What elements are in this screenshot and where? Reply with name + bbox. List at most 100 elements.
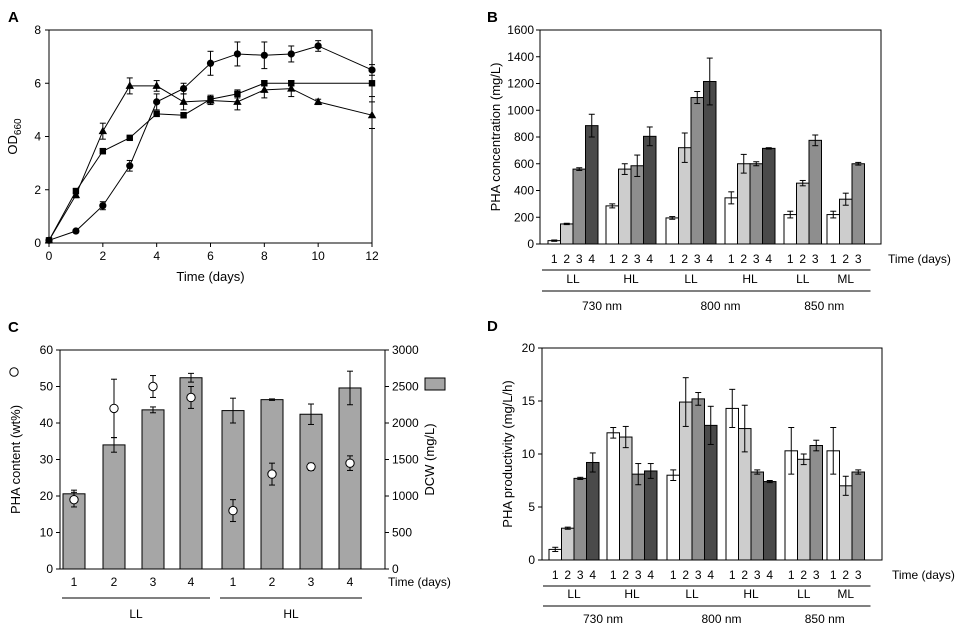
chart-a-point-triangle	[71, 190, 81, 199]
chart-b-wavelength-label: 730 nm	[582, 299, 622, 313]
chart-a-ytick-label: 6	[34, 76, 41, 90]
chart-d-bar	[797, 458, 811, 561]
chart-a-line-triangle	[48, 85, 373, 241]
chart-d-day-label: 2	[800, 568, 807, 582]
chart-c-content-point	[228, 505, 238, 516]
chart-d-day-label: 4	[766, 568, 773, 582]
chart-d-time-label: Time (days)	[892, 568, 955, 582]
chart-d-bar	[809, 445, 823, 561]
chart-a-point-square	[99, 147, 107, 155]
chart-a-ylabel: OD660	[5, 118, 24, 155]
chart-c-ylabel-right: DCW (mg/L)	[422, 423, 437, 495]
chart-c-ytick-left-label: 30	[40, 453, 54, 467]
chart-a-point-circle	[233, 50, 242, 58]
chart-b-bar	[749, 163, 763, 245]
chart-d-bar	[573, 477, 587, 561]
chart-d-ytick-label: 10	[522, 447, 536, 461]
chart-b-bar	[643, 135, 657, 245]
chart-c-dcw-bar	[299, 413, 323, 570]
chart-c-time-label: Time (days)	[388, 575, 451, 589]
chart-d-bar	[606, 432, 620, 561]
chart-c-ytick-right-label: 1500	[392, 453, 419, 467]
chart-d-bar	[763, 481, 777, 561]
chart-d-day-label: 3	[577, 568, 584, 582]
chart-d-ytick-label: 20	[522, 341, 536, 355]
chart-d-bar	[631, 473, 645, 561]
chart-d-ylabel: PHA productivity (mg/L/h)	[500, 380, 515, 527]
chart-b-day-label: 1	[669, 252, 676, 266]
chart-d-bar	[666, 474, 680, 561]
chart-b-group-label: LL	[684, 272, 698, 286]
chart-a-ylabel-sub: 660	[13, 118, 24, 135]
chart-a-point-square	[153, 110, 160, 118]
chart-d-day-label: 3	[855, 568, 862, 582]
chart-a-point-square	[180, 112, 187, 119]
chart-b-ytick-label: 200	[514, 210, 534, 224]
chart-c-dcw-bar	[141, 409, 165, 570]
chart-a-line-circle	[48, 45, 373, 241]
chart-c-ytick-right-label: 1000	[392, 489, 419, 503]
chart-b-day-label: 2	[740, 252, 747, 266]
chart-b-day-label: 2	[681, 252, 688, 266]
chart-b-bar	[737, 163, 751, 245]
chart-b-day-label: 4	[588, 252, 595, 266]
chart-c-day-label: 1	[230, 575, 237, 589]
chart-b-wavelength-label: 800 nm	[700, 299, 740, 313]
chart-c-ytick-right-label: 0	[392, 562, 399, 576]
chart-b-day-label: 3	[812, 252, 819, 266]
chart-b-day-label: 1	[609, 252, 616, 266]
chart-b-day-label: 3	[753, 252, 760, 266]
chart-c-day-label: 2	[269, 575, 276, 589]
chart-d-day-label: 1	[729, 568, 736, 582]
chart-a-ytick-label: 0	[34, 236, 41, 250]
chart-a-point-triangle	[367, 110, 377, 119]
chart-b-day-label: 3	[576, 252, 583, 266]
chart-d-bar	[851, 471, 865, 561]
chart-a-point-circle	[126, 162, 134, 170]
chart-c-ytick-left-label: 10	[40, 526, 54, 540]
chart-b-bar	[560, 223, 574, 245]
chart-a-point-triangle	[152, 81, 161, 89]
chart-d-group-label: HL	[743, 587, 759, 601]
chart-d-day-label: 1	[552, 568, 559, 582]
chart-b-group-label: HL	[623, 272, 639, 286]
chart-a-xtick-label: 2	[99, 249, 106, 263]
chart-a-xtick-label: 12	[365, 249, 379, 263]
chart-c-content-point	[148, 381, 158, 392]
chart-b-group-label: ML	[837, 272, 854, 286]
panel-label-b: B	[487, 9, 498, 26]
chart-b-group-label: LL	[566, 272, 580, 286]
chart-a-point-triangle	[179, 97, 188, 105]
chart-a-point-circle	[72, 227, 80, 235]
chart-a-ytick-label: 4	[34, 130, 41, 144]
chart-b-wavelength-label: 850 nm	[804, 299, 844, 313]
chart-b-day-label: 1	[787, 252, 794, 266]
chart-c-day-label: 1	[71, 575, 78, 589]
chart-a-point-circle	[179, 84, 188, 93]
chart-b-day-label: 3	[855, 252, 862, 266]
chart-d-wavelength-label: 730 nm	[583, 612, 623, 626]
chart-d-day-label: 3	[635, 568, 642, 582]
chart-d-group-label: LL	[567, 587, 581, 601]
chart-b-bar	[724, 197, 738, 245]
chart-a-point-triangle	[287, 84, 296, 92]
chart-b-bar	[690, 97, 704, 245]
chart-a-point-circle	[287, 50, 295, 58]
chart-a-xtick-label: 4	[153, 249, 160, 263]
chart-b-bar	[630, 165, 644, 245]
chart-c-legend-content-marker	[9, 367, 19, 377]
chart-a-ytick-label: 8	[34, 23, 41, 37]
chart-b-day-label: 1	[728, 252, 735, 266]
chart-d-day-label: 1	[830, 568, 837, 582]
chart-a-point-triangle	[233, 97, 242, 105]
chart-d-day-label: 4	[707, 568, 714, 582]
chart-d-day-label: 3	[754, 568, 761, 582]
panel-label-a: A	[8, 9, 19, 26]
chart-d-day-label: 1	[788, 568, 795, 582]
chart-c-legend-dcw-swatch	[424, 377, 446, 391]
chart-c-dcw-bar	[102, 444, 126, 570]
chart-d-group-label: LL	[797, 587, 811, 601]
chart-b-day-label: 4	[706, 252, 713, 266]
chart-b-day-label: 2	[799, 252, 806, 266]
chart-b-ytick-label: 1200	[507, 77, 534, 91]
